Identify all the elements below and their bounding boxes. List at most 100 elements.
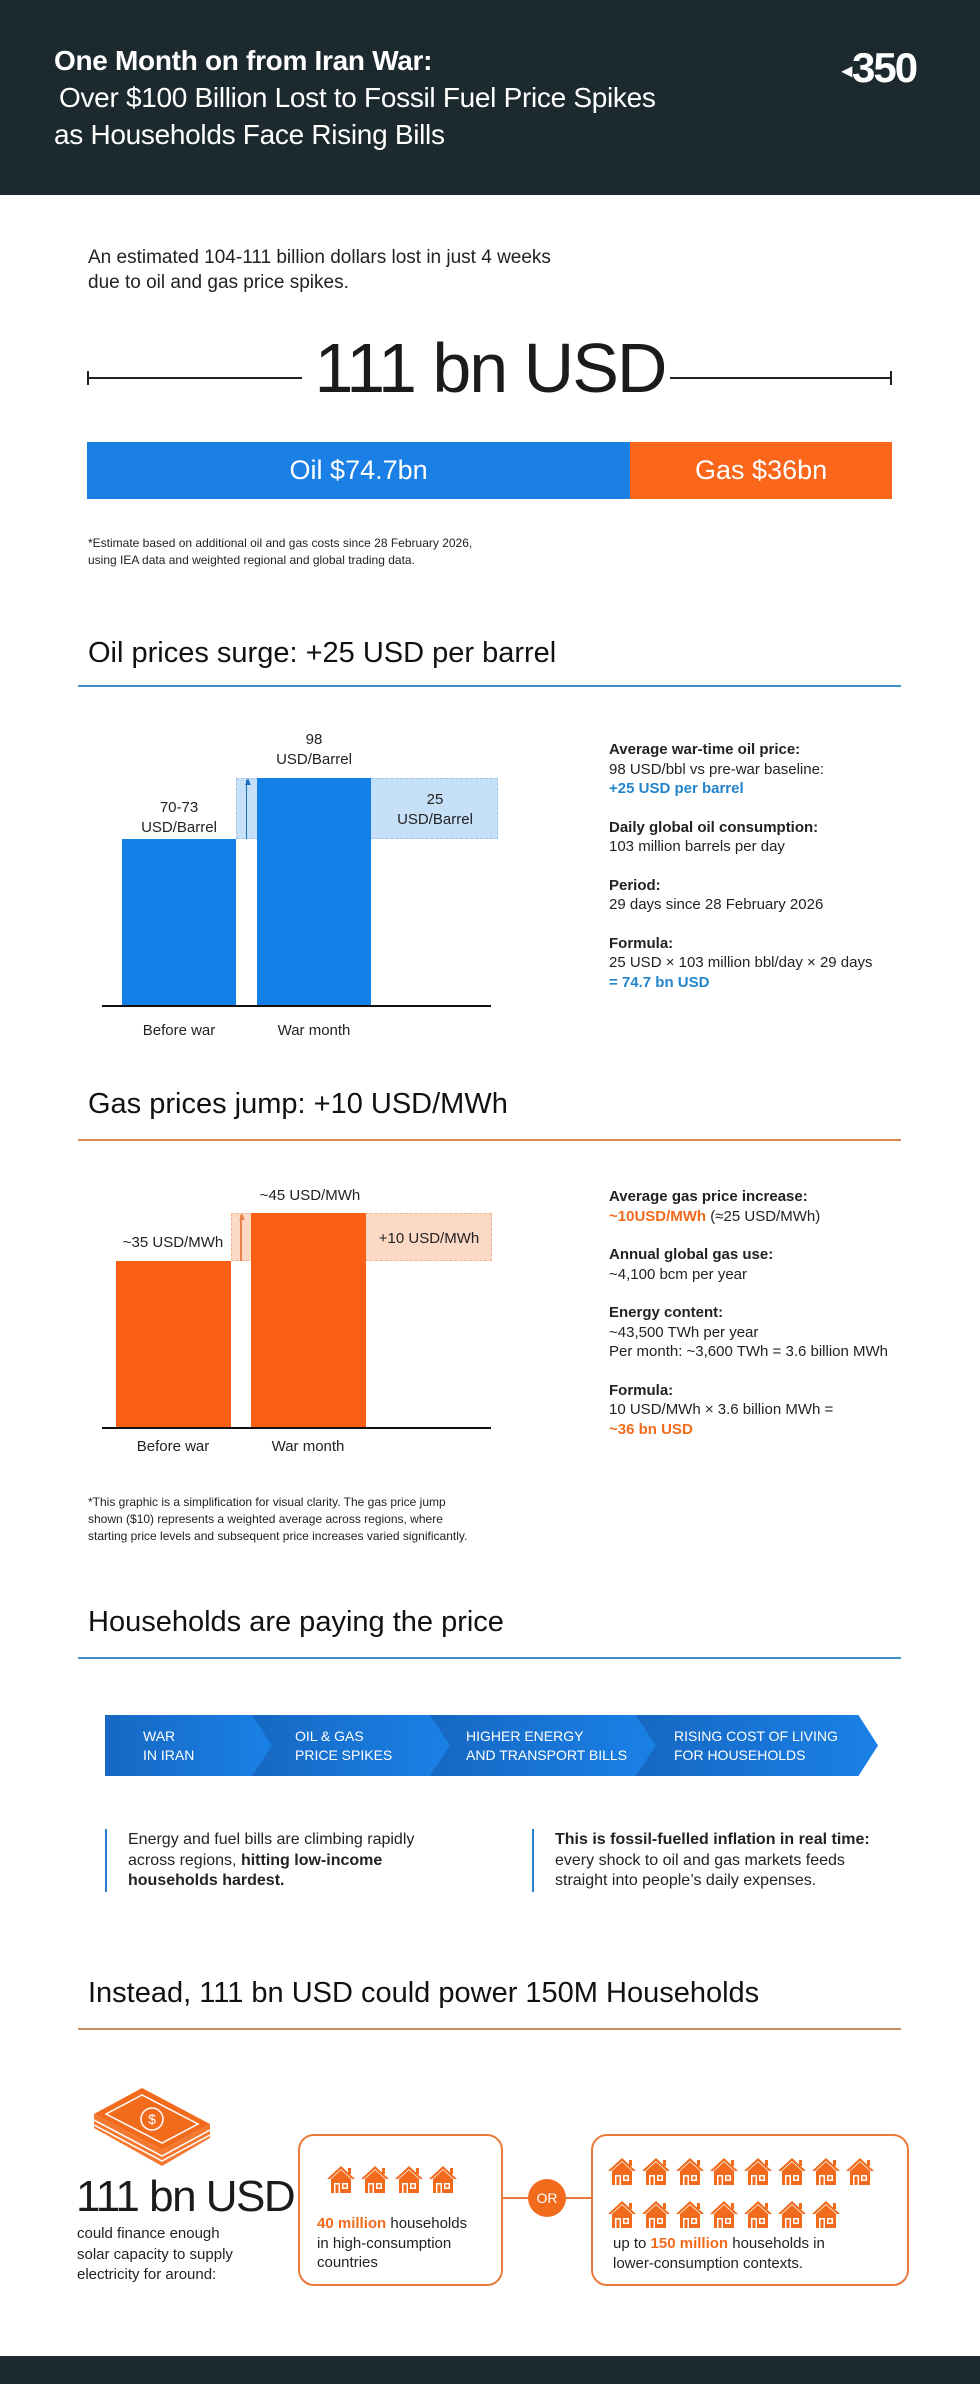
house-icon [326,2164,356,2194]
box1-line-3: countries [317,2254,378,2271]
arrow-icon: ◂ [842,60,852,83]
oil-before-unit: USD/Barrel [141,819,217,836]
oil-heading: Oil prices surge: +25 USD per barrel [88,637,557,669]
instead-amount: 111 bn USD [76,2172,296,2221]
oil-info-formula-result: = 74.7 bn USD [609,973,710,991]
total-right-tick [890,371,892,385]
right-quote-line-3: straight into people’s daily expenses. [555,1872,817,1889]
gas-note: *This graphic is a simplification for vi… [88,1494,467,1545]
total-left-tick [87,371,89,385]
house-icon [675,2156,705,2186]
left-quote-bold-2: households hardest. [128,1872,285,1889]
gas-war-label: ~45 USD/MWh [259,1187,361,1204]
oil-before-label: 70-73 USD/Barrel [112,798,246,838]
low-consumption-text: up to 150 million households in lower-co… [613,2234,825,2273]
gas-divider [78,1139,901,1141]
page-title: One Month on from Iran War: Over $100 Bi… [54,42,656,153]
oil-bar-before [122,839,236,1005]
or-badge: OR [528,2179,566,2217]
gas-info-increase-highlight: ~10USD/MWh [609,1207,707,1225]
header-banner [0,0,980,195]
house-icon [709,2199,739,2229]
left-quote-line-1: Energy and fuel bills are climbing rapid… [128,1831,415,1848]
oil-info-consumption-text: 103 million barrels per day [609,838,785,855]
oil-info-price-text: 98 USD/bbl vs pre-war baseline: [609,760,825,778]
estimate-note-line-2: using IEA data and weighted regional and… [88,553,415,567]
oil-gas-split-bar: Oil $74.7bn Gas $36bn [87,442,892,499]
instead-heading: Instead, 111 bn USD could power 150M Hou… [88,1977,760,2009]
box1-highlight: 40 million [317,2215,387,2232]
gas-note-line-2: shown ($10) represents a weighted averag… [88,1512,443,1526]
step-war-in-iran: War in Iran [105,1715,272,1776]
gas-info-energy-month: Per month: ~3,600 TWh = 3.6 billion MWh [609,1343,889,1360]
gas-category-war: War month [271,1438,345,1455]
step-2-line-2: price spikes [295,1746,393,1763]
instead-sub-1: could finance enough [77,2225,220,2242]
house-icon [428,2164,458,2194]
left-quote-bar [105,1829,107,1892]
oil-info-price-title: Average war-time oil price: [609,741,801,758]
right-quote-bold: This is fossil-fuelled inflation in real… [555,1831,870,1848]
house-icon [811,2199,841,2229]
gas-delta-label: +10 USD/MWh [378,1230,480,1247]
house-icons-row [326,2164,462,2199]
box2-prefix: up to [613,2235,651,2252]
step-1-line-1: War [143,1727,176,1744]
oil-divider [78,685,901,687]
box2-highlight: 150 million [650,2235,729,2252]
house-icon [675,2199,705,2229]
oil-war-unit: USD/Barrel [276,751,352,768]
gas-category-before: Before war [136,1438,210,1455]
oil-increase-arrow [245,780,247,840]
total-amount: 111 bn USD [314,329,668,407]
gas-info-increase-text: (≈25 USD/MWh) [710,1207,821,1225]
step-1-line-2: in Iran [143,1746,195,1763]
step-price-spikes: Oil & Gas price spikes [250,1715,450,1776]
step-3-line-1: Higher energy [466,1727,584,1744]
house-icon [743,2156,773,2186]
gas-bar-before [116,1260,231,1427]
high-consumption-box: 40 million households in high-consumptio… [298,2134,503,2286]
gas-info-energy-year: ~43,500 TWh per year [609,1323,759,1341]
oil-war-value: 98 [305,731,323,748]
gas-heading: Gas prices jump: +10 USD/MWh [88,1088,508,1120]
step-2-line-1: Oil & Gas [295,1727,364,1744]
house-icon [360,2164,390,2194]
oil-info-price-highlight: +25 USD per barrel [609,780,744,797]
money-stack-icon: $ [94,2088,210,2166]
house-icon [607,2156,637,2186]
households-heading: Households are paying the price [88,1606,504,1638]
oil-category-before: Before war [142,1022,216,1039]
house-icon [777,2199,807,2229]
oil-delta-label: 25 USD/Barrel [380,790,490,830]
title-line-1: One Month on from Iran War: [54,45,433,76]
oil-before-value: 70-73 [159,799,199,816]
house-icon [811,2156,841,2186]
total-right-line [670,377,892,379]
box2-line-2: lower-consumption contexts. [613,2254,804,2272]
oil-baseline [102,1005,491,1007]
oil-delta-value: 25 [426,791,444,808]
oil-info-panel: Average war-time oil price: 98 USD/bbl vs… [609,740,873,1011]
instead-subtext: could finance enough solar capacity to s… [77,2224,233,2286]
gas-info-use-title: Annual global gas use: [609,1246,774,1263]
oil-info-consumption-title: Daily global oil consumption: [609,818,819,836]
total-left-line [87,377,302,379]
oil-war-label: 98 USD/Barrel [257,730,371,770]
gas-info-increase-title: Average gas price increase: [609,1188,808,1205]
box1-line-2: in high-consumption [317,2234,452,2252]
oil-delta-unit: USD/Barrel [397,811,473,828]
gas-baseline [102,1427,491,1429]
oil-info-period-text: 29 days since 28 February 2026 [609,896,824,913]
estimate-note-line-1: *Estimate based on additional oil and ga… [88,536,473,550]
intro-line-1: An estimated 104-111 billion dollars los… [88,247,551,268]
intro-text: An estimated 104-111 billion dollars los… [88,245,551,295]
oil-info-formula-text: 25 USD × 103 million bbl/day × 29 days [609,954,873,971]
right-quote-line-2: every shock to oil and gas markets feeds [555,1851,845,1869]
oil-bar-war [257,778,371,1005]
gas-info-use-text: ~4,100 bcm per year [609,1265,747,1283]
gas-arrow-head-icon: ▲ [237,1209,247,1223]
instead-divider [78,2028,901,2030]
house-icon [641,2156,671,2186]
logo-text: 350 [852,44,918,91]
